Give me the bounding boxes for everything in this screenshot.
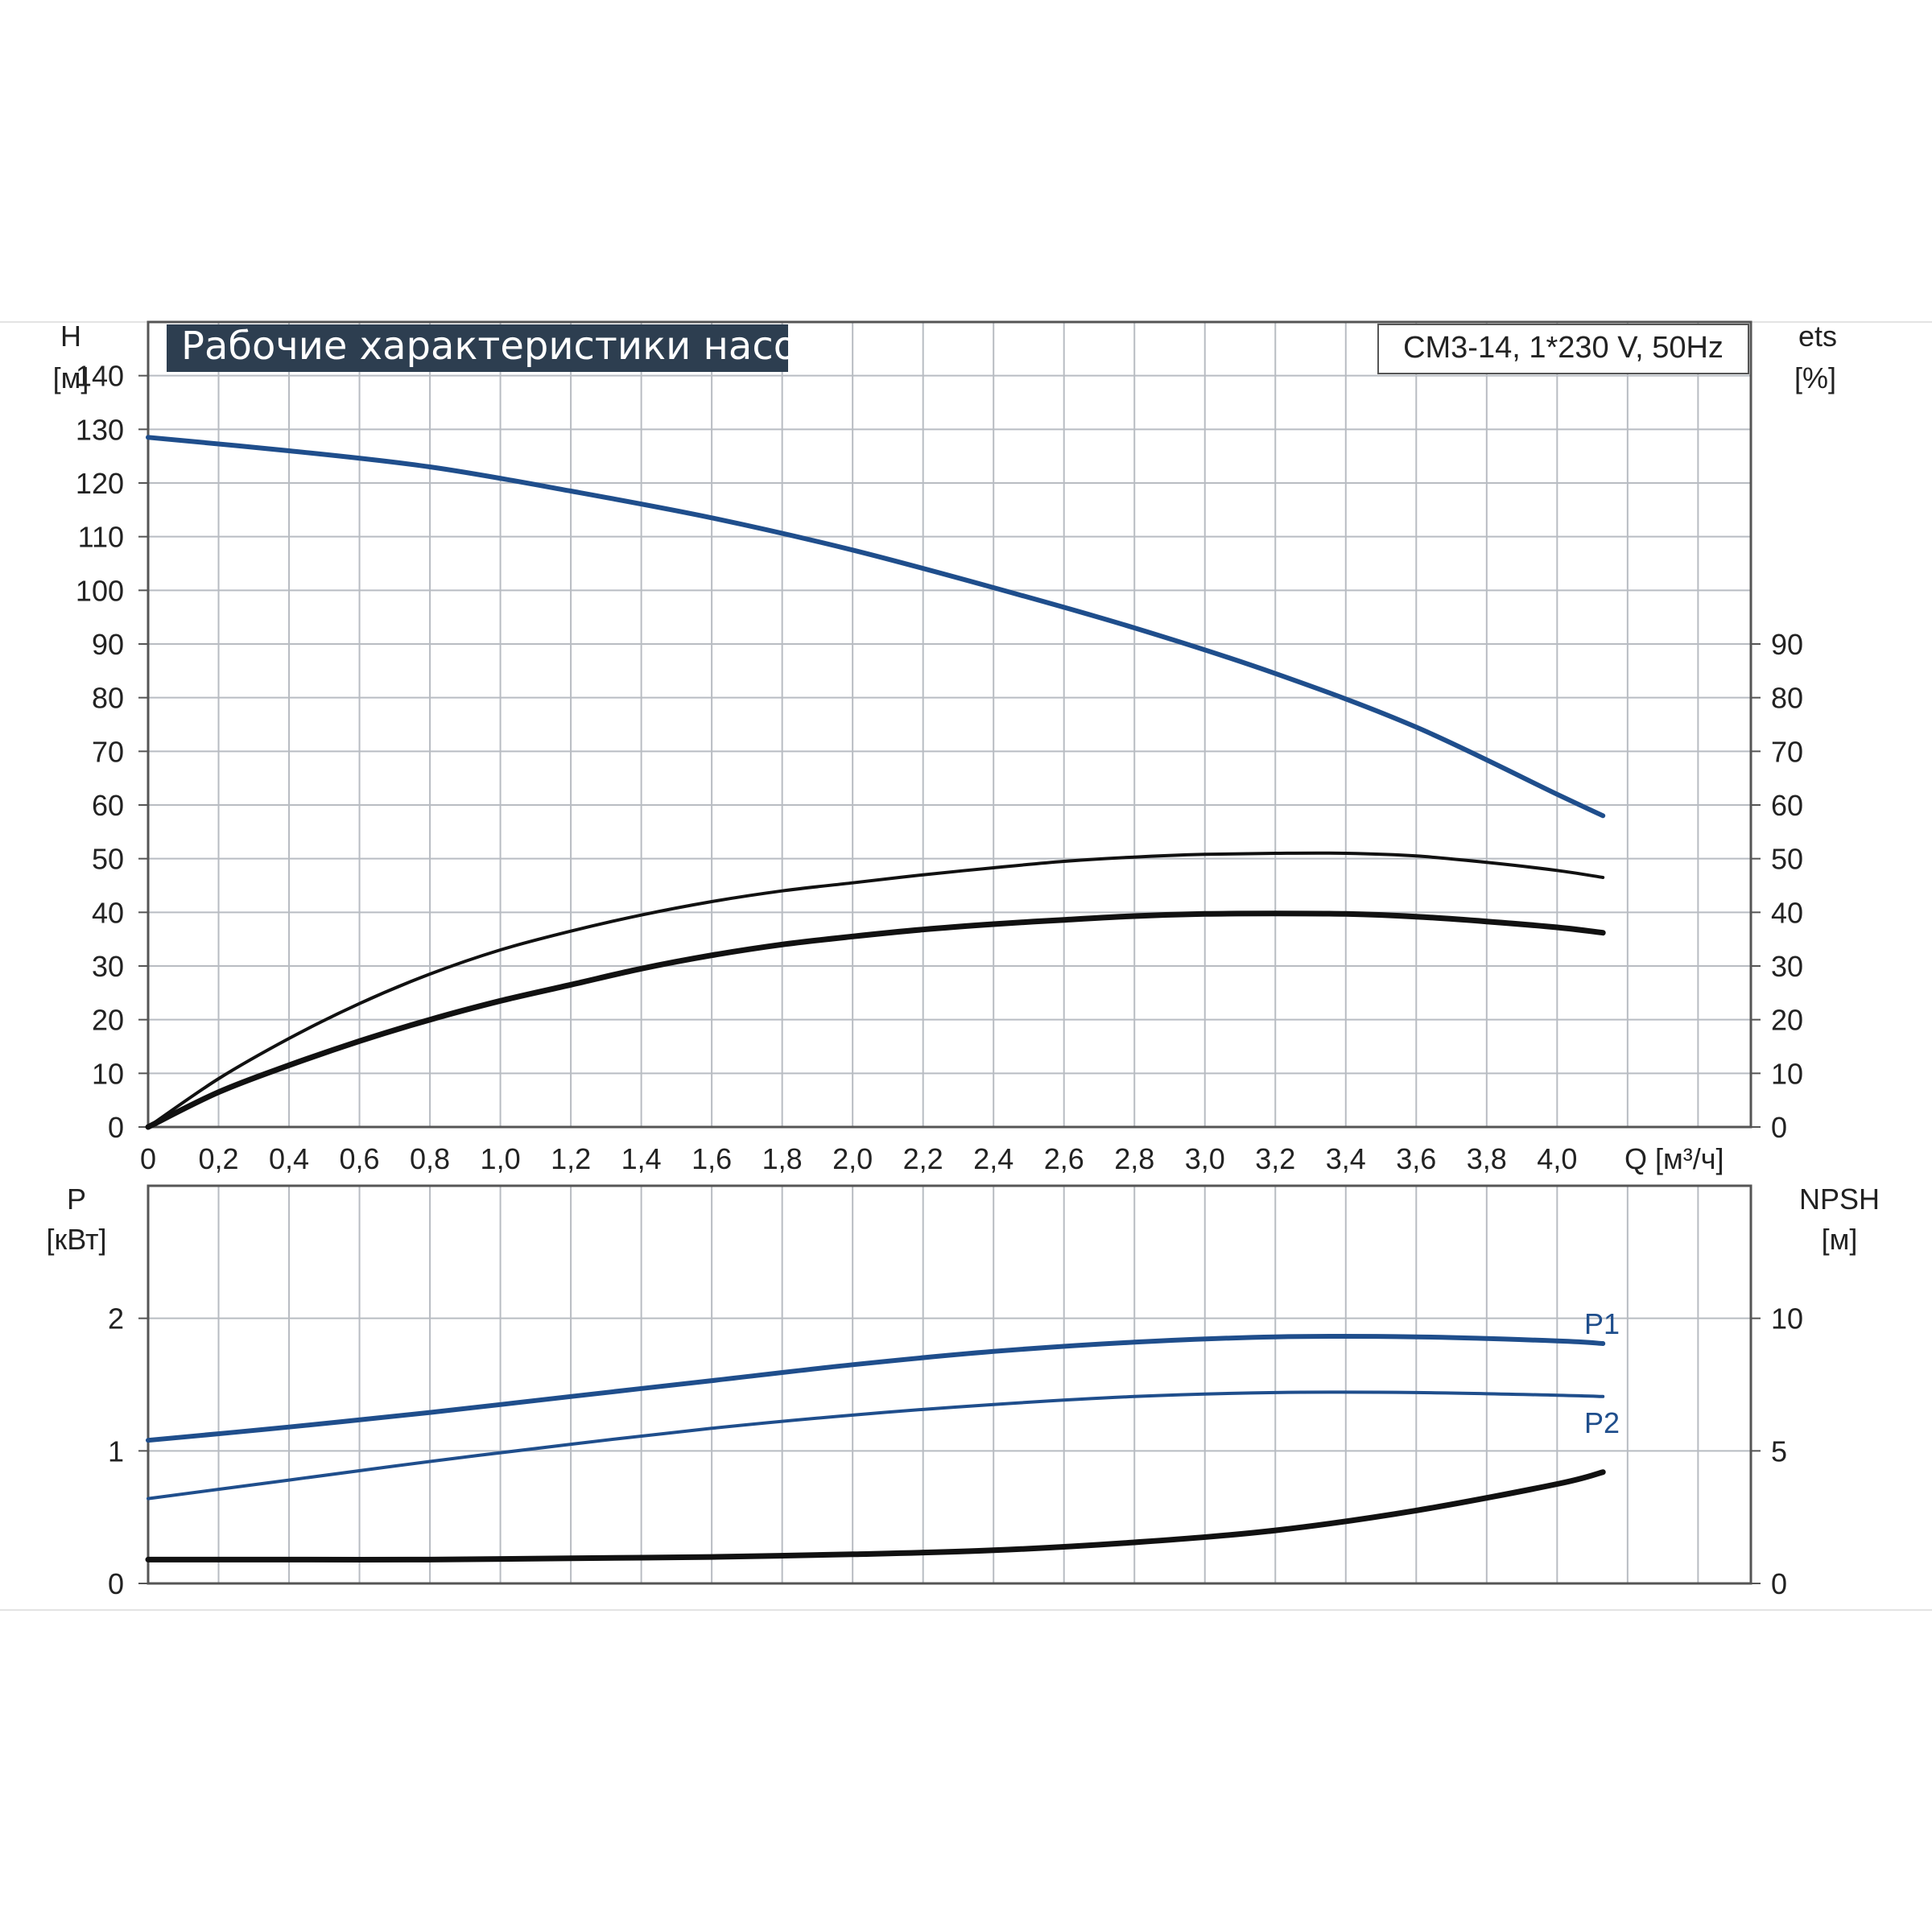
y-right-tick-label: 50 [1771,843,1803,876]
y-right-axis-label: ets [1798,320,1837,353]
y-left-tick-label: 70 [92,735,124,768]
x-tick-label: 0,2 [198,1142,238,1175]
y-left-tick-label: 30 [92,950,124,983]
model-label: CM3-14, 1*230 V, 50Hz [1403,331,1724,365]
x-tick-label: 1,8 [762,1142,803,1175]
x-tick-label: 3,6 [1396,1142,1436,1175]
p-axis-unit: [кВт] [46,1223,106,1256]
bottom-grid [147,1186,1751,1583]
y-right-tick-label: 10 [1771,1057,1803,1090]
x-tick-label: 0 [140,1142,156,1175]
y-left-tick-label: 50 [92,843,124,876]
p-axis-label: P [67,1183,86,1216]
x-tick-label: 2,0 [832,1142,873,1175]
model-box [1377,324,1749,374]
y-right-tick-label: 40 [1771,896,1803,929]
npsh-curve [145,1469,1606,1563]
y-left-tick-label: 40 [92,896,124,929]
y-left-tick-label: 90 [92,628,124,661]
y-left-tick-label: 60 [92,789,124,822]
top-curves [145,435,1606,1130]
chart-title: Рабочие характеристики насоса [181,324,842,369]
y-left-tick-label: 110 [78,521,124,554]
y-right-axis-unit: [%] [1794,361,1836,394]
y-left-tick-label: 130 [76,413,124,446]
y-left-tick-label: 140 [76,360,124,393]
x-tick-label: 3,0 [1185,1142,1225,1175]
npsh-tick-label: 10 [1771,1302,1803,1335]
top-grid [147,322,1751,1127]
x-tick-label: 0,6 [340,1142,380,1175]
x-tick-label: 3,4 [1326,1142,1366,1175]
npsh-tick-label: 5 [1771,1435,1787,1468]
x-tick-label: 3,8 [1467,1142,1507,1175]
y-right-tick-label: 60 [1771,789,1803,822]
x-tick-label: 3,2 [1255,1142,1295,1175]
y-left-tick-label: 10 [92,1057,124,1090]
efficiency-curve-thin [147,851,1605,1129]
npsh-axis-unit: [м] [1822,1223,1858,1256]
y-left-tick-label: 80 [92,682,124,715]
p-tick-label: 1 [108,1435,124,1468]
p2-curve-label: P2 [1584,1406,1620,1439]
y-left-tick-label: 20 [92,1004,124,1037]
p2-curve [147,1390,1605,1501]
bottom-plot-frame [147,1184,1752,1585]
top-plot-frame [147,320,1752,1129]
x-tick-label: 1,0 [481,1142,521,1175]
bottom-curves [145,1333,1606,1563]
y-left-tick-label: 120 [76,467,124,500]
p-tick-label: 2 [108,1302,124,1335]
y-right-tick-label: 30 [1771,950,1803,983]
y-right-tick-label: 90 [1771,628,1803,661]
p1-curve [146,1333,1606,1443]
x-tick-label: 2,4 [973,1142,1013,1175]
y-right-tick-label: 70 [1771,735,1803,768]
x-axis-label: Q [м³/ч] [1624,1142,1724,1175]
y-left-axis-label: H [60,320,81,353]
p-tick-label: 0 [108,1567,124,1600]
title-box [167,324,788,372]
x-tick-label: 0,4 [269,1142,309,1175]
x-tick-label: 1,2 [551,1142,591,1175]
x-tick-label: 2,2 [903,1142,943,1175]
x-tick-label: 0,8 [410,1142,450,1175]
y-left-tick-label: 0 [108,1111,124,1144]
bottom-tick-labels: 0 1 2 0 5 10 [108,1302,1803,1600]
y-right-tick-label: 20 [1771,1004,1803,1037]
p1-curve-label: P1 [1584,1307,1620,1340]
x-tick-label: 2,8 [1114,1142,1154,1175]
x-tick-label: 1,4 [621,1142,662,1175]
x-tick-label: 4,0 [1537,1142,1577,1175]
x-tick-label: 1,6 [691,1142,732,1175]
y-left-axis-unit: [м] [53,361,89,394]
npsh-axis-label: NPSH [1799,1183,1880,1216]
efficiency-curve-thick [145,910,1606,1130]
head-efficiency-plot: 0 0,2 0,4 0,6 0,8 1,0 1,2 1,4 1,6 1,8 2,0 2,2 2,4 2,6… [53,320,1837,1175]
y-right-tick-label: 80 [1771,682,1803,715]
y-left-tick-label: 100 [76,574,124,607]
head-curve [146,435,1606,819]
y-right-tick-label: 0 [1771,1111,1787,1144]
npsh-tick-label: 0 [1771,1567,1787,1600]
top-tick-labels: 0 0,2 0,4 0,6 0,8 1,0 1,2 1,4 1,6 1,8 2,0 2,2 2,4 2,6… [76,360,1803,1175]
power-npsh-plot: 0 1 2 0 5 10 P [кВт] NPSH [м] P1 P2 [46,1183,1880,1600]
x-tick-label: 2,6 [1044,1142,1084,1175]
